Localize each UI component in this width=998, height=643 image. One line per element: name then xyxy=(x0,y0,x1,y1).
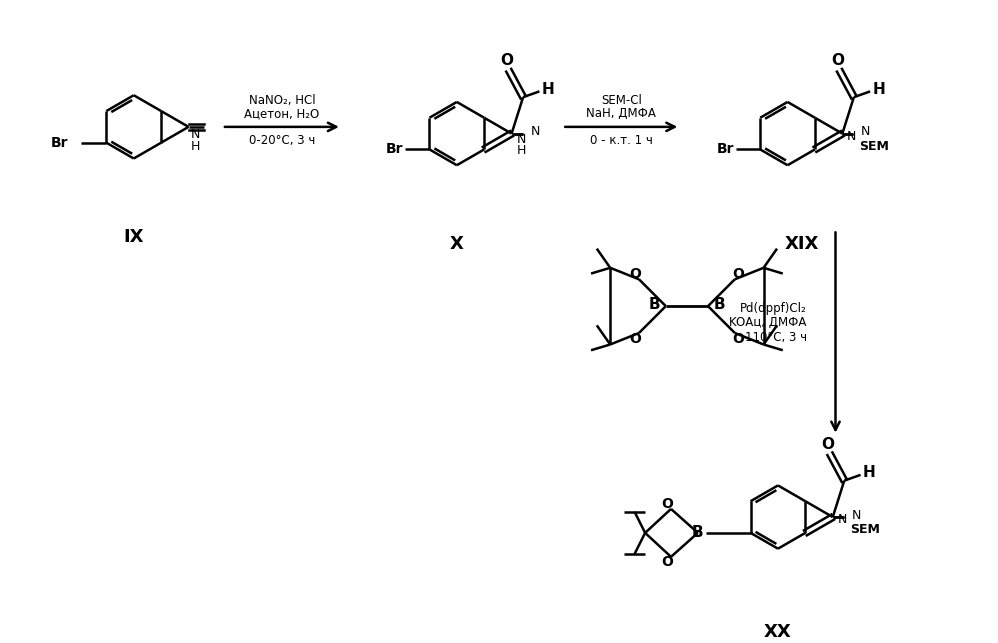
Text: SEM: SEM xyxy=(859,140,889,152)
Text: Pd(dppf)Cl₂: Pd(dppf)Cl₂ xyxy=(740,302,806,315)
Text: B: B xyxy=(714,296,726,312)
Text: O: O xyxy=(733,267,745,280)
Text: N: N xyxy=(191,128,200,141)
Text: O: O xyxy=(629,267,641,280)
Text: N: N xyxy=(847,130,856,143)
Text: IX: IX xyxy=(124,228,144,246)
Text: KOАц, ДМФА: KOАц, ДМФА xyxy=(730,316,806,329)
Text: O: O xyxy=(662,555,673,568)
Text: XX: XX xyxy=(764,623,791,641)
Text: Br: Br xyxy=(717,142,735,156)
Text: Br: Br xyxy=(386,142,403,156)
Text: H: H xyxy=(516,144,526,158)
Text: Br: Br xyxy=(51,136,68,150)
Text: XIX: XIX xyxy=(784,235,819,253)
Text: O: O xyxy=(831,53,844,68)
Text: N: N xyxy=(861,125,870,138)
Text: SEM-Cl: SEM-Cl xyxy=(601,93,642,107)
Text: 110°C, 3 ч: 110°C, 3 ч xyxy=(745,331,806,344)
Text: NaNO₂, HCl: NaNO₂, HCl xyxy=(249,93,315,107)
Text: O: O xyxy=(662,497,673,511)
Text: O: O xyxy=(821,437,834,451)
Text: B: B xyxy=(649,296,660,312)
Text: N: N xyxy=(530,125,540,138)
Text: H: H xyxy=(542,82,555,97)
Text: N: N xyxy=(516,133,526,146)
Text: Ацетон, H₂O: Ацетон, H₂O xyxy=(245,107,319,120)
Text: O: O xyxy=(500,53,513,68)
Text: O: O xyxy=(733,332,745,346)
Text: H: H xyxy=(191,140,200,152)
Text: H: H xyxy=(872,82,885,97)
Text: NaH, ДМФА: NaH, ДМФА xyxy=(586,107,656,120)
Text: 0 - к.т. 1 ч: 0 - к.т. 1 ч xyxy=(590,134,653,147)
Text: B: B xyxy=(692,525,704,540)
Text: N: N xyxy=(851,509,861,521)
Text: X: X xyxy=(450,235,464,253)
Text: SEM: SEM xyxy=(850,523,880,536)
Text: O: O xyxy=(629,332,641,346)
Text: 0-20°C, 3 ч: 0-20°C, 3 ч xyxy=(249,134,315,147)
Text: H: H xyxy=(863,466,875,480)
Text: N: N xyxy=(837,513,847,527)
